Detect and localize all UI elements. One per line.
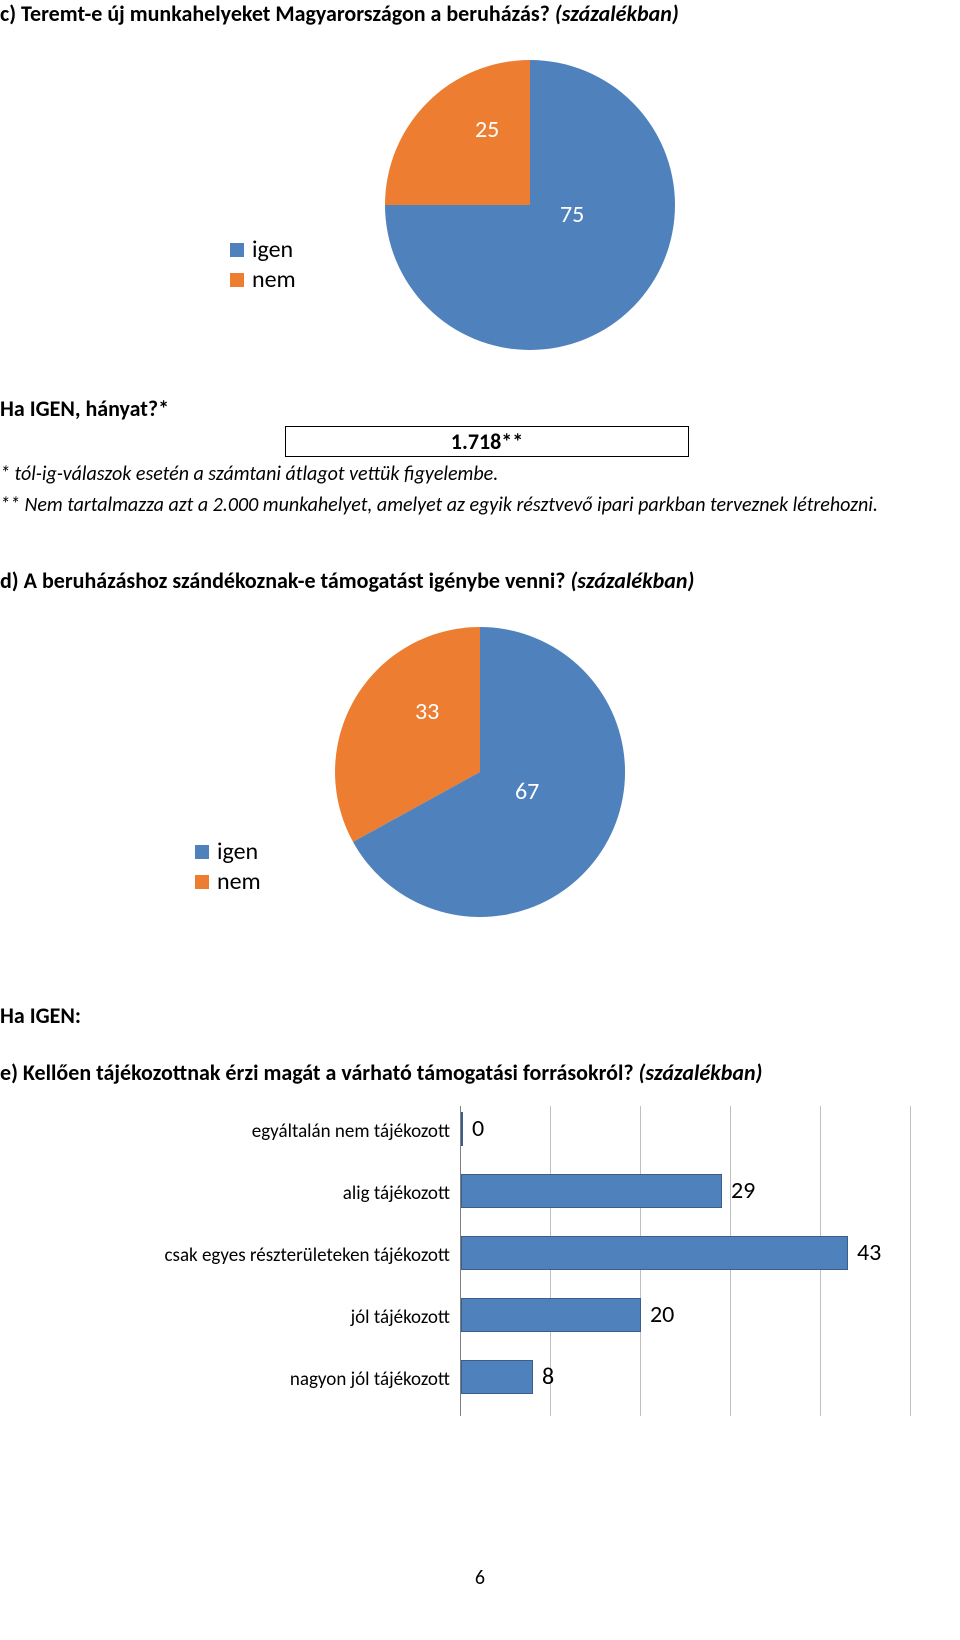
- section-e-title-italic: (százalékban): [639, 1059, 763, 1086]
- section-c-title-bold: c) Teremt-e új munkahelyeket Magyarorszá…: [0, 0, 550, 27]
- pie-chart-d: 33 67: [330, 622, 630, 927]
- bar-val-2: 43: [857, 1238, 881, 1267]
- gridline-50: [910, 1106, 911, 1416]
- legend-text-igen-c: igen: [252, 235, 293, 265]
- legend-item-nem-c: nem: [230, 265, 296, 295]
- section-e-title-bold: e) Kellően tájékozottnak érzi magát a vá…: [0, 1059, 634, 1086]
- bar-val-4: 8: [542, 1362, 554, 1391]
- bar-cat-3: jól tájékozott: [30, 1306, 450, 1329]
- pie-label-67: 67: [515, 777, 539, 806]
- pie-svg-d: [330, 622, 630, 922]
- legend-item-igen-d: igen: [195, 837, 261, 867]
- legend-text-nem-d: nem: [217, 867, 261, 897]
- pie-label-75: 75: [560, 200, 584, 229]
- section-d-title-italic: (százalékban): [570, 567, 694, 594]
- bar-4: [461, 1360, 533, 1394]
- bar-cat-4: nagyon jól tájékozott: [30, 1368, 450, 1391]
- bar-cat-0: egyáltalán nem tájékozott: [30, 1120, 450, 1143]
- bar-val-1: 29: [731, 1176, 755, 1205]
- bar-2: [461, 1236, 848, 1270]
- bar-plot: 0 29 43 20 8: [460, 1106, 910, 1416]
- ha-igen-label: Ha IGEN:: [0, 1002, 960, 1029]
- followup-value: 1.718**: [451, 428, 523, 455]
- legend-swatch-igen-c: [230, 243, 244, 257]
- bar-3: [461, 1298, 641, 1332]
- section-c-chart-area: 25 75 igen nem: [0, 45, 960, 365]
- followup-value-box: 1.718**: [285, 426, 689, 457]
- section-d-title: d) A beruházáshoz szándékoznak-e támogat…: [0, 567, 960, 594]
- footnote-2: ** Nem tartalmazza azt a 2.000 munkahely…: [0, 492, 960, 519]
- bar-val-0: 0: [472, 1114, 484, 1143]
- bar-val-3: 20: [650, 1300, 674, 1329]
- legend-d: igen nem: [195, 837, 261, 897]
- pie-label-33: 33: [415, 697, 439, 726]
- legend-item-nem-d: nem: [195, 867, 261, 897]
- bar-chart-e: egyáltalán nem tájékozott alig tájékozot…: [30, 1106, 960, 1446]
- page-number: 6: [0, 1566, 960, 1590]
- section-c-title-italic: (százalékban): [555, 0, 679, 27]
- legend-item-igen-c: igen: [230, 235, 296, 265]
- footnote-1: * tól-ig-válaszok esetén a számtani átla…: [0, 461, 960, 488]
- bar-1: [461, 1174, 722, 1208]
- pie-chart-c: 25 75: [380, 55, 680, 360]
- legend-swatch-igen-d: [195, 845, 209, 859]
- page: c) Teremt-e új munkahelyeket Magyarorszá…: [0, 0, 960, 1640]
- pie-svg-c: [380, 55, 680, 355]
- pie-label-25: 25: [475, 115, 499, 144]
- section-e-title: e) Kellően tájékozottnak érzi magát a vá…: [0, 1059, 960, 1086]
- section-c-title: c) Teremt-e új munkahelyeket Magyarorszá…: [0, 0, 960, 27]
- section-d-chart-area: 33 67 igen nem: [0, 612, 960, 932]
- bar-cat-2: csak egyes részterületeken tájékozott: [30, 1244, 450, 1267]
- section-d-title-bold: d) A beruházáshoz szándékoznak-e támogat…: [0, 567, 565, 594]
- legend-text-igen-d: igen: [217, 837, 258, 867]
- pie-slice-nem-c: [385, 60, 530, 205]
- legend-swatch-nem-d: [195, 875, 209, 889]
- followup-label-c: Ha IGEN, hányat?*: [0, 395, 960, 422]
- legend-swatch-nem-c: [230, 273, 244, 287]
- legend-c: igen nem: [230, 235, 296, 295]
- bar-cat-1: alig tájékozott: [30, 1182, 450, 1205]
- legend-text-nem-c: nem: [252, 265, 296, 295]
- followup-value-row: 1.718**: [0, 426, 960, 457]
- bar-0: [461, 1112, 463, 1146]
